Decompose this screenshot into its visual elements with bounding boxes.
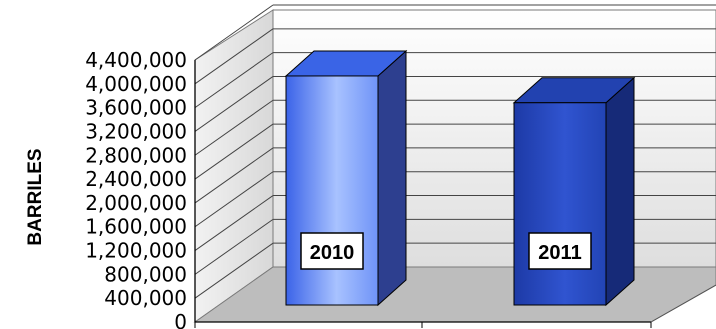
bar-side	[605, 76, 635, 307]
gridline-side	[194, 52, 274, 109]
y-tick-label: 800,000	[104, 262, 187, 286]
category-label-box	[528, 232, 592, 270]
bar-2010: 2010	[284, 49, 408, 307]
bar-2011: 2011	[512, 76, 636, 307]
gridline-side	[194, 171, 274, 228]
y-tick-label: 1,600,000	[85, 215, 187, 239]
bar-front	[285, 75, 379, 306]
category-label-box	[300, 232, 364, 270]
y-tick-label: 2,000,000	[85, 191, 187, 215]
y-tick-label: 2,800,000	[85, 143, 187, 167]
floor-right-edge	[650, 284, 716, 323]
chart-floor	[193, 266, 716, 323]
bar-side	[377, 49, 407, 307]
y-tick-label: 4,400,000	[85, 48, 187, 72]
gridline-side	[194, 76, 274, 132]
gridline-side	[194, 28, 274, 85]
gridline-side	[194, 99, 274, 156]
y-tick-label: 3,200,000	[85, 119, 187, 143]
gridline-side	[194, 218, 274, 275]
bars: 2010 2011	[284, 49, 636, 307]
gridline-side	[194, 4, 274, 61]
bar-front	[513, 102, 607, 306]
y-tick-label: 400,000	[104, 286, 187, 310]
y-axis-label: BARRILES	[25, 148, 46, 245]
gridline-side	[194, 195, 274, 251]
y-tick-label: 1,200,000	[85, 239, 187, 263]
y-tick-label: 2,400,000	[85, 167, 187, 191]
y-axis-ticks: 0400,000800,0001,200,0001,600,0002,000,0…	[85, 48, 187, 329]
y-tick-label: 4,000,000	[85, 72, 187, 96]
y-tick-label: 0	[174, 310, 187, 329]
y-tick-label: 3,600,000	[85, 96, 187, 120]
gridline-side	[194, 242, 274, 299]
gridline-side	[194, 123, 274, 180]
category-label: 2010	[310, 242, 355, 264]
gridline-side	[194, 147, 274, 204]
category-label: 2011	[538, 242, 581, 264]
